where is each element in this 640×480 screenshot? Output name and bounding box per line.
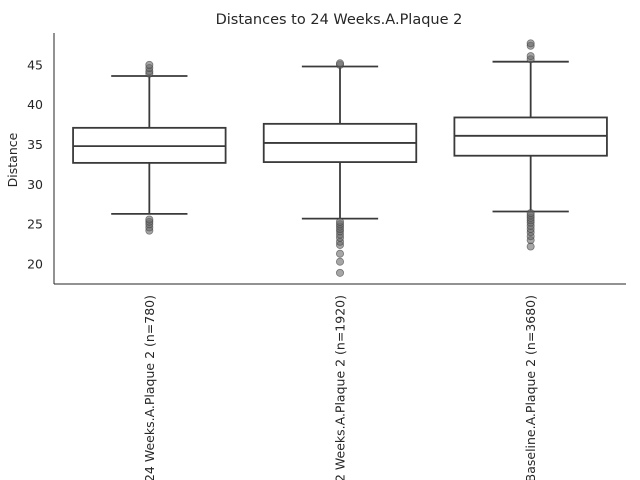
outlier-point — [335, 257, 344, 266]
box-group — [262, 59, 418, 277]
y-tick-label: 40 — [27, 97, 43, 112]
y-tick-label: 30 — [27, 177, 43, 192]
y-tick-label: 25 — [27, 217, 43, 232]
x-tick-label: 12 Weeks.A.Plaque 2 (n=1920) — [333, 295, 348, 480]
y-tick-labels: 20 25 30 35 40 45 — [27, 57, 43, 271]
boxes-layer — [72, 39, 608, 277]
box-group — [72, 60, 227, 235]
outlier-point — [526, 39, 535, 48]
outlier-point — [335, 217, 344, 226]
y-tick-label: 20 — [27, 257, 43, 272]
y-tick-label: 45 — [27, 57, 43, 72]
chart-title: Distances to 24 Weeks.A.Plaque 2 — [216, 12, 463, 28]
outlier-point — [145, 60, 154, 69]
outlier-point — [526, 209, 535, 218]
x-tick-labels: 24 Weeks.A.Plaque 2 (n=780) 12 Weeks.A.Pl… — [142, 295, 538, 480]
outlier-point — [335, 249, 344, 258]
y-axis-label: Distance — [5, 132, 20, 187]
box-group — [453, 39, 608, 251]
x-tick-label: Baseline.A.Plaque 2 (n=3680) — [523, 295, 538, 480]
outlier-point — [145, 215, 154, 224]
y-tick-label: 35 — [27, 137, 43, 152]
x-tick-label: 24 Weeks.A.Plaque 2 (n=780) — [142, 295, 157, 480]
outlier-point — [335, 59, 344, 68]
outlier-point — [335, 268, 344, 277]
outlier-point — [526, 52, 535, 61]
